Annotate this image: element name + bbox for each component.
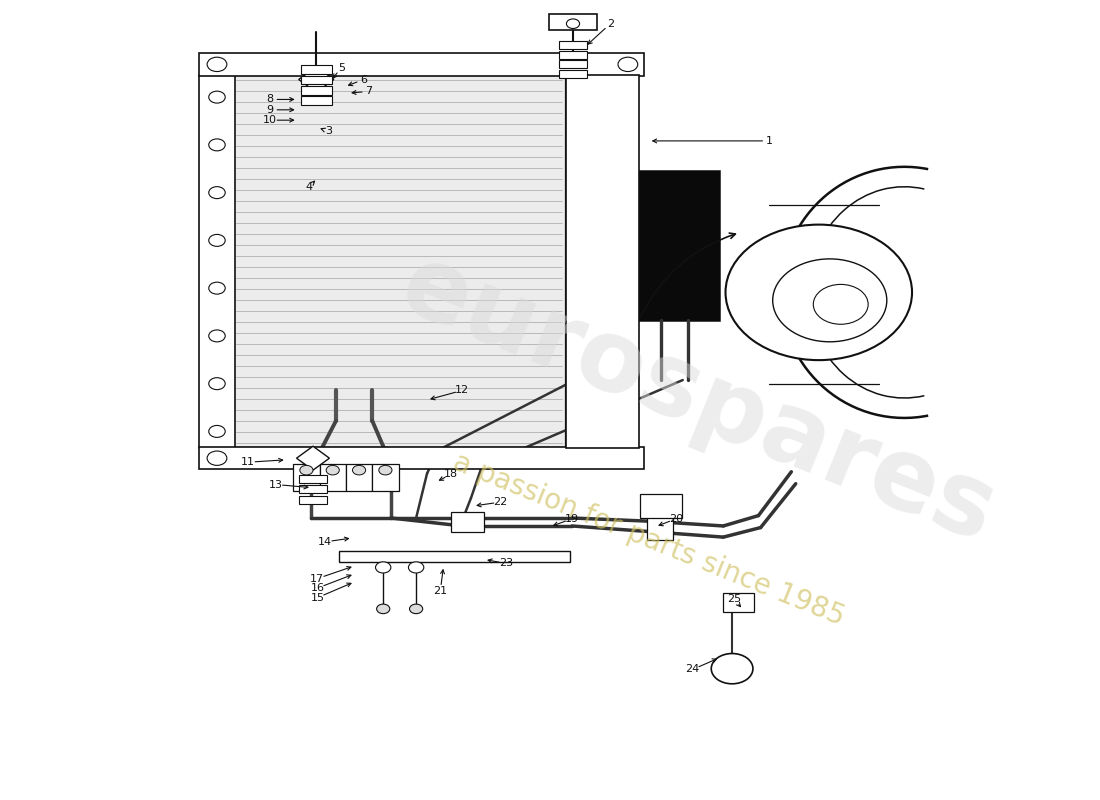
Bar (568, 171, 719, 320)
Bar (232, 74, 566, 448)
Circle shape (207, 451, 227, 466)
Text: 15: 15 (310, 593, 324, 602)
Text: eurospares: eurospares (387, 237, 1010, 563)
Circle shape (352, 466, 365, 475)
Bar (647, 515, 673, 539)
Bar (559, 51, 587, 58)
Bar (559, 70, 587, 78)
Circle shape (409, 604, 422, 614)
Text: 22: 22 (494, 497, 508, 507)
Circle shape (209, 139, 226, 151)
Text: 20: 20 (669, 514, 683, 524)
Text: 4: 4 (305, 182, 312, 192)
Bar (451, 512, 484, 531)
Text: 3: 3 (324, 126, 332, 136)
Circle shape (772, 259, 887, 342)
Polygon shape (297, 446, 329, 470)
Circle shape (712, 654, 752, 684)
Circle shape (209, 282, 226, 294)
Text: 5: 5 (338, 62, 345, 73)
Bar (301, 75, 331, 84)
Text: 6: 6 (360, 74, 367, 85)
Circle shape (209, 330, 226, 342)
Bar (372, 464, 398, 491)
Bar (640, 494, 682, 518)
Text: 7: 7 (365, 86, 373, 97)
Text: a passion for parts since 1985: a passion for parts since 1985 (449, 448, 848, 631)
Bar (559, 42, 587, 50)
Bar (199, 447, 645, 470)
Text: 14: 14 (318, 537, 332, 547)
Text: 19: 19 (565, 514, 579, 524)
Circle shape (566, 19, 580, 29)
Bar (299, 496, 327, 504)
Bar (566, 74, 639, 448)
Text: 1: 1 (766, 136, 773, 146)
Circle shape (300, 466, 313, 475)
Bar (299, 475, 327, 483)
Text: 12: 12 (455, 386, 470, 395)
Text: 13: 13 (268, 479, 283, 490)
Text: 2: 2 (607, 18, 614, 29)
Circle shape (209, 186, 226, 198)
Circle shape (209, 91, 226, 103)
Bar (345, 464, 372, 491)
Bar (299, 486, 327, 494)
Circle shape (327, 466, 339, 475)
Text: 23: 23 (499, 558, 513, 569)
Text: 17: 17 (310, 574, 324, 583)
Circle shape (209, 426, 226, 438)
Circle shape (726, 225, 912, 360)
Bar (559, 60, 587, 68)
Text: 25: 25 (727, 594, 741, 604)
Circle shape (209, 378, 226, 390)
Circle shape (618, 57, 638, 71)
Bar (199, 74, 235, 448)
Circle shape (207, 57, 227, 71)
Circle shape (209, 234, 226, 246)
Text: 24: 24 (685, 665, 700, 674)
Text: 9: 9 (266, 105, 274, 115)
Text: 8: 8 (266, 94, 274, 105)
Text: 16: 16 (310, 583, 324, 593)
Bar (294, 464, 320, 491)
Bar (320, 464, 345, 491)
Circle shape (408, 562, 424, 573)
Circle shape (378, 466, 392, 475)
Text: 10: 10 (263, 115, 277, 125)
Bar (339, 551, 570, 562)
Bar (199, 54, 645, 75)
Text: 11: 11 (241, 457, 255, 467)
Bar (301, 86, 331, 94)
Circle shape (375, 562, 390, 573)
Bar (724, 593, 754, 612)
Bar (301, 65, 331, 74)
Bar (549, 14, 597, 30)
Circle shape (376, 604, 389, 614)
Text: 21: 21 (433, 586, 448, 596)
Polygon shape (299, 66, 333, 92)
Circle shape (813, 285, 868, 324)
Text: 18: 18 (444, 469, 459, 479)
Bar (301, 96, 331, 105)
